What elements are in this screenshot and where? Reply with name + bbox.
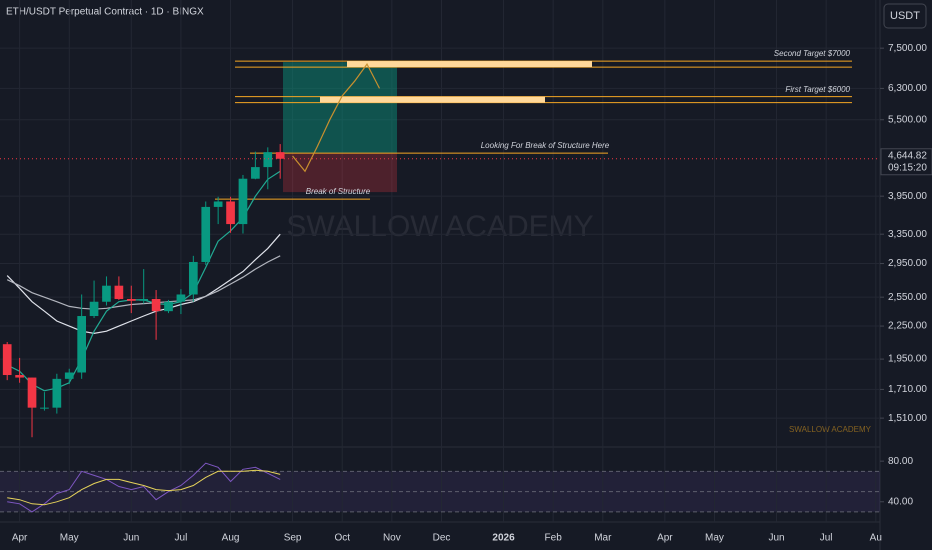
y-tick-label: 3,950.00 xyxy=(888,191,927,202)
candle-body xyxy=(251,167,260,179)
x-tick-label: Sep xyxy=(284,533,302,544)
x-tick-label: Dec xyxy=(433,533,451,544)
candle-body xyxy=(64,372,74,379)
x-tick-label: Jun xyxy=(768,533,784,544)
watermark: SWALLOW ACADEMY xyxy=(286,210,593,243)
candle-body xyxy=(263,152,273,168)
x-tick-label: Apr xyxy=(12,533,28,544)
countdown: 09:15:20 xyxy=(888,162,927,173)
x-tick-label: Nov xyxy=(383,533,401,544)
candle-body xyxy=(102,285,111,302)
candle-body xyxy=(89,301,99,317)
y-tick-label: 3,350.00 xyxy=(888,229,927,240)
candle-body xyxy=(27,377,37,408)
x-tick-label: 2026 xyxy=(492,533,515,544)
y-tick-label: 6,300.00 xyxy=(888,83,927,94)
annotation: Looking For Break of Structure Here xyxy=(481,141,610,150)
x-tick-label: Mar xyxy=(594,533,612,544)
x-tick-label: Aug xyxy=(222,533,240,544)
y-tick-label: 40.00 xyxy=(888,496,913,507)
last-price-box xyxy=(880,148,932,176)
y-tick-label: 2,950.00 xyxy=(888,258,927,269)
candle-body xyxy=(176,294,186,302)
stop-zone xyxy=(283,153,397,193)
y-tick-label: 1,950.00 xyxy=(888,354,927,365)
x-tick-label: Feb xyxy=(545,533,563,544)
moving-line xyxy=(6,255,281,310)
candle-body xyxy=(40,407,49,409)
candle-body xyxy=(226,201,235,225)
target-highlight xyxy=(320,96,545,103)
x-tick-label: Oct xyxy=(334,533,350,544)
x-tick-label: Jun xyxy=(123,533,139,544)
x-tick-label: May xyxy=(705,533,724,544)
candle-body xyxy=(213,201,223,207)
currency[interactable]: USDT xyxy=(890,10,920,22)
y-tick-label: 2,250.00 xyxy=(888,321,927,332)
chart-title: ETH/USDT Perpetual Contract · 1D · BINGX xyxy=(6,7,204,18)
candle-body xyxy=(164,301,173,312)
candle-body xyxy=(139,298,149,301)
moving-line xyxy=(292,62,381,173)
candle-body xyxy=(77,316,86,373)
x-tick-label: Au xyxy=(870,533,882,544)
y-tick-label: 80.00 xyxy=(888,456,913,467)
target-highlight xyxy=(347,61,592,68)
x-tick-label: Jul xyxy=(820,533,833,544)
x-tick-label: Apr xyxy=(657,533,673,544)
candle-body xyxy=(188,261,198,295)
y-tick-label: 5,500.00 xyxy=(888,114,927,125)
currency-button[interactable] xyxy=(883,3,927,29)
annotation: Second Target $7000 xyxy=(774,49,851,58)
last-price: 4,644.82 xyxy=(888,150,927,161)
candle-body xyxy=(151,298,161,312)
watermark-small: SWALLOW ACADEMY xyxy=(789,425,872,434)
rsi-line xyxy=(7,462,281,513)
annotation: First Target $6000 xyxy=(785,85,850,94)
x-tick-label: Jul xyxy=(175,533,188,544)
candle-body xyxy=(275,152,285,159)
target-zone xyxy=(283,62,397,154)
candle-body xyxy=(126,298,136,301)
y-tick-label: 7,500.00 xyxy=(888,43,927,54)
y-tick-label: 2,550.00 xyxy=(888,292,927,303)
annotation: Break of Structure xyxy=(306,187,371,196)
candle-body xyxy=(114,285,124,299)
y-tick-label: 1,510.00 xyxy=(888,413,927,424)
candle-body xyxy=(238,178,248,225)
moving-line xyxy=(6,233,281,335)
y-tick-label: 1,710.00 xyxy=(888,384,927,395)
x-tick-label: May xyxy=(60,533,79,544)
candle-body xyxy=(2,344,12,376)
candle-body xyxy=(201,206,211,262)
rsi-band xyxy=(0,471,880,512)
rsi-line xyxy=(7,469,281,506)
candle-body xyxy=(15,375,24,378)
candle-body xyxy=(52,378,62,408)
